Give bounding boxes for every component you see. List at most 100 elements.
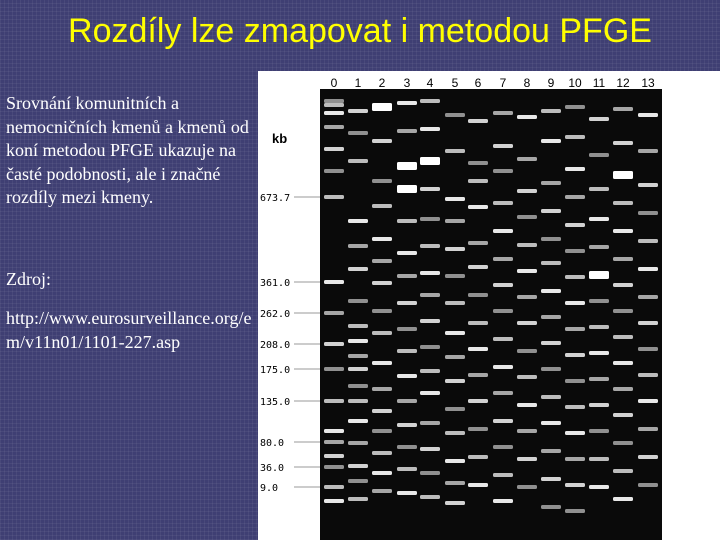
- gel-band: [420, 187, 440, 191]
- gel-band: [613, 107, 633, 111]
- gel-band: [493, 473, 513, 477]
- gel-band: [493, 445, 513, 449]
- gel-band: [372, 139, 392, 143]
- gel-band: [348, 464, 368, 468]
- gel-band: [397, 374, 417, 378]
- gel-band: [397, 251, 417, 255]
- slide-body: Srovnání komunitních a nemocničních kmen…: [6, 92, 254, 354]
- gel-band: [372, 409, 392, 413]
- gel-band: [638, 321, 658, 325]
- gel-band: [468, 241, 488, 245]
- gel-band: [348, 109, 368, 113]
- gel-band: [420, 319, 440, 323]
- gel-band: [324, 499, 344, 503]
- gel-band: [517, 403, 537, 407]
- marker-size-label: 135.0: [260, 397, 290, 408]
- gel-band: [372, 103, 392, 111]
- gel-band: [468, 399, 488, 403]
- gel-band: [397, 101, 417, 105]
- gel-band: [348, 419, 368, 423]
- gel-band: [613, 335, 633, 339]
- lane-label: 2: [379, 76, 386, 90]
- gel-band: [420, 217, 440, 221]
- gel-band: [638, 295, 658, 299]
- gel-band: [541, 109, 561, 113]
- gel-band: [541, 289, 561, 293]
- marker-size-label: 673.7: [260, 193, 290, 204]
- gel-svg: 0 1 2 3 4 5 6 7 8 9 10 11 12 13kb673.7361.0262.0208.0…: [260, 76, 662, 540]
- gel-band: [420, 271, 440, 275]
- gel-band: [348, 244, 368, 248]
- gel-band: [589, 117, 609, 121]
- gel-band: [397, 491, 417, 495]
- gel-band: [372, 237, 392, 241]
- gel-band: [541, 505, 561, 509]
- gel-band: [372, 259, 392, 263]
- gel-band: [324, 399, 344, 403]
- lane-label: 13: [641, 76, 655, 90]
- gel-band: [420, 447, 440, 451]
- gel-band: [541, 341, 561, 345]
- gel-band: [493, 144, 513, 148]
- gel-band: [589, 187, 609, 191]
- gel-band: [638, 427, 658, 431]
- gel-band: [324, 465, 344, 469]
- gel-band: [613, 469, 633, 473]
- gel-band: [589, 403, 609, 407]
- gel-band: [565, 195, 585, 199]
- gel-band: [397, 219, 417, 223]
- gel-band: [565, 431, 585, 435]
- gel-band: [541, 395, 561, 399]
- gel-band: [541, 421, 561, 425]
- gel-band: [348, 159, 368, 163]
- gel-band: [397, 185, 417, 193]
- gel-band: [493, 391, 513, 395]
- lane-label: 8: [524, 76, 531, 90]
- gel-band: [445, 431, 465, 435]
- gel-band: [613, 283, 633, 287]
- gel-band: [541, 449, 561, 453]
- gel-band: [517, 429, 537, 433]
- gel-band: [348, 497, 368, 501]
- unit-label: kb: [272, 131, 287, 146]
- gel-band: [468, 427, 488, 431]
- gel-band: [445, 501, 465, 505]
- gel-band: [589, 429, 609, 433]
- gel-band: [468, 179, 488, 183]
- gel-band: [324, 147, 344, 151]
- gel-band: [565, 135, 585, 139]
- gel-band: [517, 485, 537, 489]
- gel-band: [348, 384, 368, 388]
- gel-band: [348, 399, 368, 403]
- gel-band: [589, 245, 609, 249]
- gel-band: [397, 423, 417, 427]
- gel-band: [541, 477, 561, 481]
- gel-band: [638, 267, 658, 271]
- gel-band: [420, 293, 440, 297]
- gel-band: [445, 247, 465, 251]
- gel-band: [565, 353, 585, 357]
- gel-band: [589, 271, 609, 279]
- gel-band: [589, 457, 609, 461]
- gel-band: [420, 99, 440, 103]
- gel-band: [589, 485, 609, 489]
- gel-band: [541, 261, 561, 265]
- gel-band: [468, 321, 488, 325]
- lane-label: 12: [616, 76, 630, 90]
- gel-band: [468, 161, 488, 165]
- gel-band: [324, 440, 344, 444]
- gel-band: [565, 379, 585, 383]
- gel-band: [397, 301, 417, 305]
- gel-band: [420, 345, 440, 349]
- gel-band: [613, 413, 633, 417]
- gel-band: [420, 127, 440, 131]
- gel-band: [565, 223, 585, 227]
- marker-size-label: 175.0: [260, 365, 290, 376]
- gel-band: [348, 219, 368, 223]
- gel-band: [324, 429, 344, 433]
- gel-band: [348, 339, 368, 343]
- marker-size-label: 262.0: [260, 309, 290, 320]
- gel-band: [397, 162, 417, 170]
- gel-band: [372, 204, 392, 208]
- gel-band: [445, 274, 465, 278]
